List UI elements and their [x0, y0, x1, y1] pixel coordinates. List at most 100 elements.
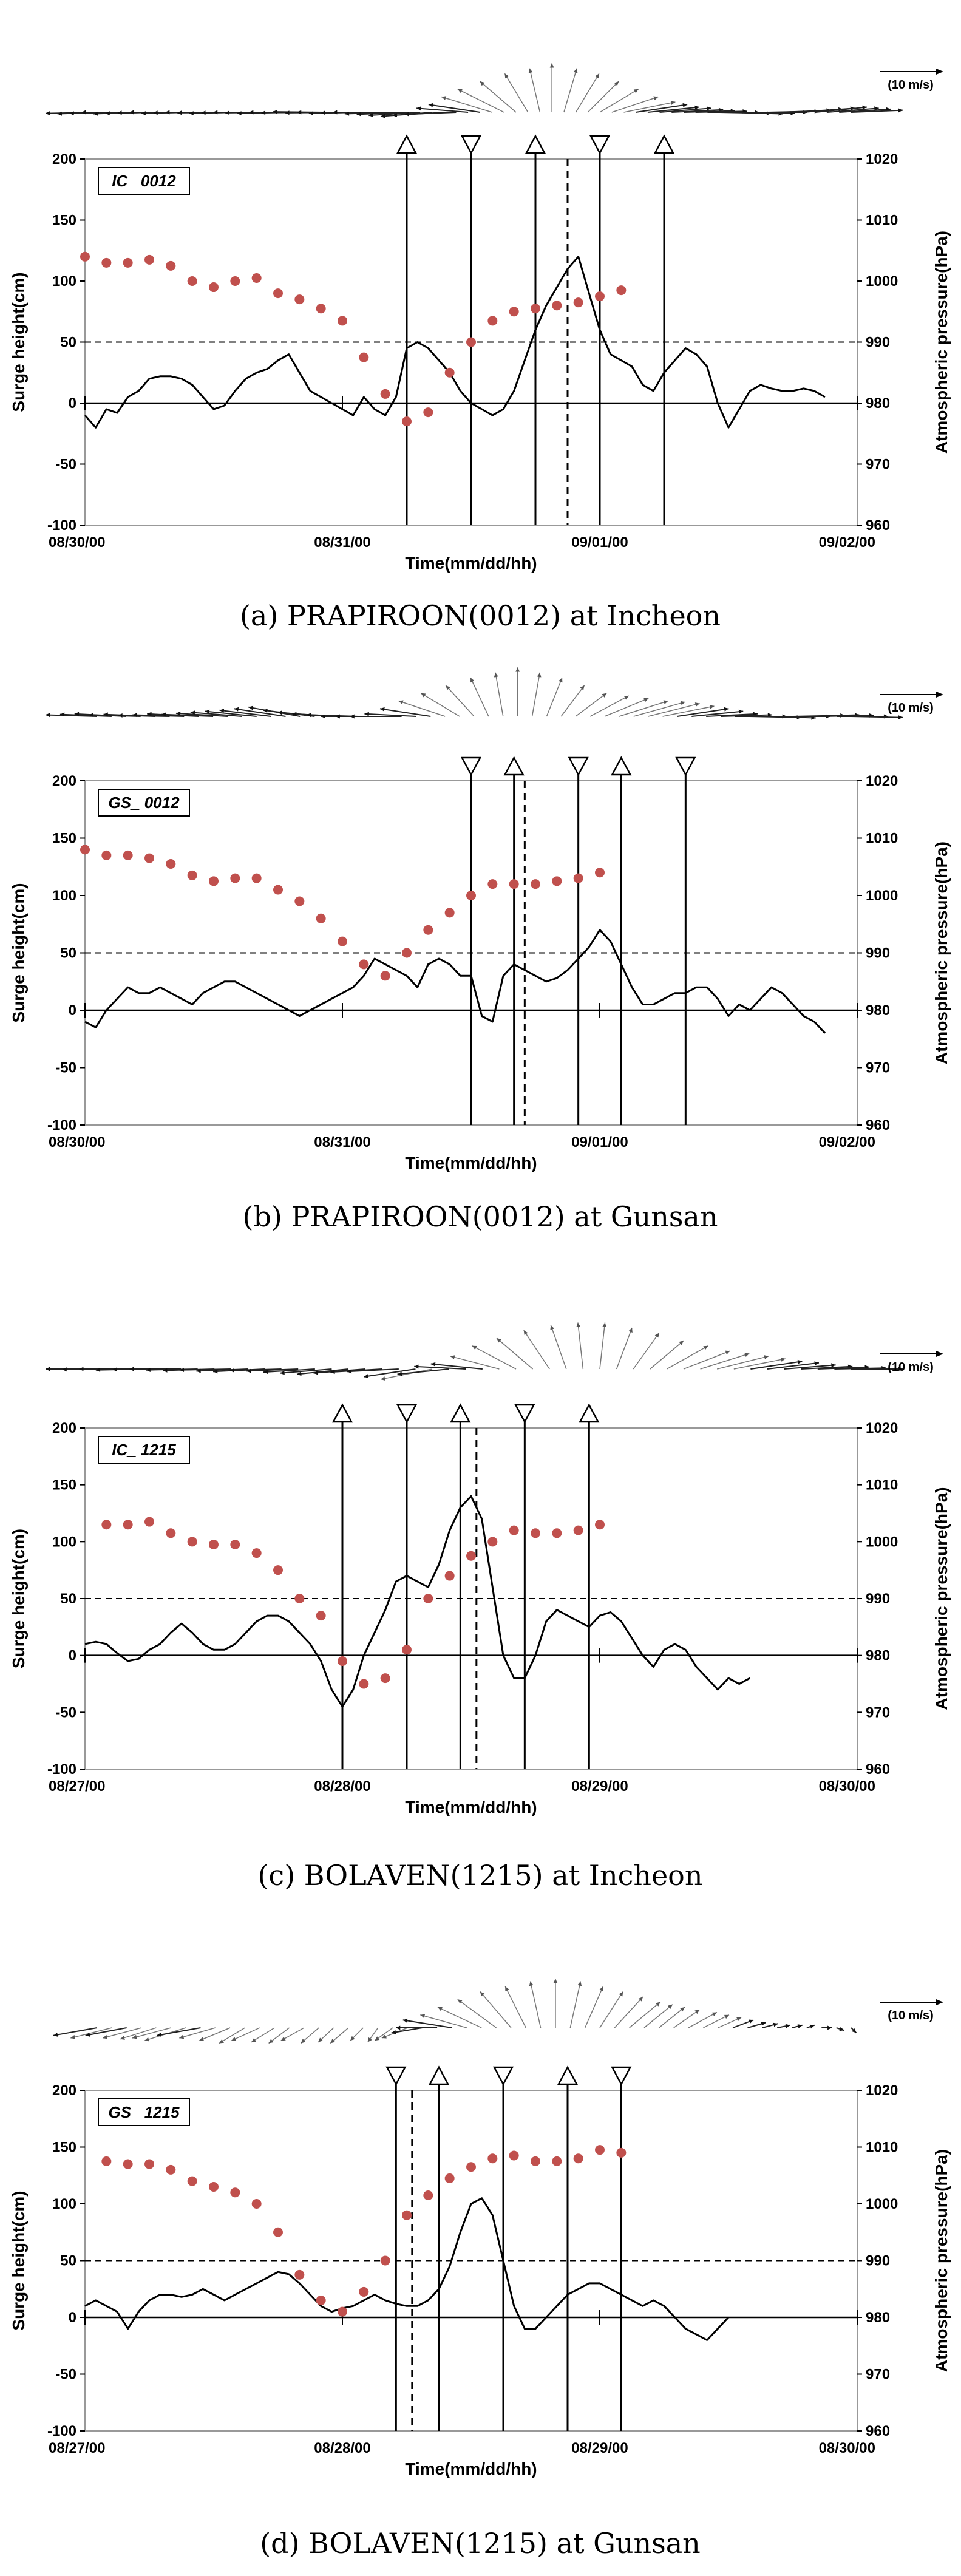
- x-tick-label: 08/27/00: [49, 1778, 105, 1795]
- pressure-point: [101, 1520, 112, 1530]
- wind-arrowhead: [165, 110, 170, 115]
- wind-arrowhead: [175, 711, 181, 716]
- wind-vector: [179, 2027, 216, 2039]
- pressure-point: [616, 2147, 627, 2158]
- down-triangle-marker: [589, 135, 611, 155]
- wind-vector: [280, 2027, 305, 2041]
- pressure-point: [402, 1645, 412, 1655]
- wind-arrowhead: [725, 1350, 730, 1355]
- pressure-point: [144, 2159, 154, 2169]
- pressure-point: [166, 1528, 176, 1538]
- y-tick-label: 0: [69, 1648, 76, 1664]
- pressure-point: [444, 367, 455, 378]
- wind-vector: [667, 1345, 708, 1370]
- wind-arrowhead: [292, 712, 297, 716]
- wind-vector: [404, 112, 457, 115]
- pressure-point: [402, 416, 412, 427]
- pressure-point: [338, 936, 347, 946]
- y-right-tick-label: 990: [866, 335, 890, 351]
- pressure-point: [166, 859, 176, 869]
- wind-arrowhead: [580, 685, 585, 690]
- wind-arrowhead: [381, 2034, 387, 2039]
- tag-label: IC_ 0012: [112, 172, 176, 190]
- y-right-axis-label: Atmospheric pressure(hPa): [932, 841, 951, 1064]
- wind-arrowhead: [504, 73, 509, 79]
- wind-vectors: [53, 1979, 857, 2044]
- wind-vector: [263, 1368, 315, 1373]
- pressure-point: [573, 873, 583, 883]
- wind-arrowhead: [670, 101, 676, 105]
- wind-vector: [647, 106, 699, 113]
- wind-vector: [398, 700, 446, 717]
- wind-vector: [523, 1330, 550, 1370]
- wind-vector: [815, 106, 867, 113]
- wind-vector: [733, 1358, 786, 1370]
- wind-arrowhead: [576, 1322, 581, 1328]
- wind-arrowhead: [680, 2007, 685, 2012]
- pressure-point: [230, 873, 240, 883]
- surge-line: [84, 1495, 751, 1708]
- wind-vector: [445, 685, 475, 717]
- wind-vectors: [46, 1322, 903, 1381]
- wind-vector: [650, 1340, 684, 1370]
- wind-arrowhead: [280, 2036, 286, 2041]
- y-right-tick-label: 970: [866, 457, 890, 473]
- wind-arrowhead: [573, 68, 578, 73]
- wind-vector: [229, 1368, 282, 1371]
- pressure-point: [316, 913, 326, 923]
- wind-vector: [420, 693, 460, 717]
- wind-arrowhead: [602, 1322, 607, 1328]
- wind-arrowhead: [839, 2027, 844, 2031]
- wind-arrowhead: [308, 111, 313, 116]
- down-triangle-marker: [611, 2066, 632, 2086]
- wind-arrowhead: [364, 712, 369, 716]
- wind-vector: [179, 1368, 231, 1371]
- y-tick-label: -100: [47, 1117, 76, 1133]
- wind-vector: [721, 714, 773, 717]
- pressure-point: [380, 2255, 390, 2266]
- down-triangle-marker: [492, 2066, 514, 2086]
- wind-arrowhead: [529, 1981, 534, 1986]
- wind-arrowhead: [251, 2038, 256, 2042]
- wind-vector: [648, 703, 700, 717]
- wind-vector: [560, 685, 585, 717]
- y-right-tick-label: 960: [866, 1117, 890, 1133]
- pressure-series: [101, 1517, 605, 1689]
- y-tick-label: 150: [52, 1477, 76, 1494]
- scale-arrowhead: [936, 692, 943, 698]
- wind-arrowhead: [350, 714, 355, 719]
- pressure-point: [101, 850, 112, 860]
- pressure-point: [616, 285, 627, 296]
- pressure-point: [509, 307, 519, 317]
- wind-vector: [671, 109, 724, 113]
- y-right-tick-label: 1000: [866, 2196, 898, 2212]
- wind-arrowhead: [260, 110, 266, 115]
- wind-arrowhead: [70, 2034, 76, 2039]
- up-triangle-marker: [557, 2065, 579, 2085]
- wind-vector: [587, 81, 619, 113]
- wind-vector: [659, 107, 711, 113]
- y-tick-label: 200: [52, 151, 76, 168]
- wind-arrowhead: [280, 1370, 285, 1375]
- panel-caption: (b) PRAPIROON(0012) at Gunsan: [243, 1200, 718, 1233]
- y-axis-label: Surge height(cm): [9, 2190, 28, 2330]
- wind-arrowhead: [450, 1355, 455, 1359]
- wind-vector: [577, 1322, 584, 1370]
- wind-arrowhead: [680, 701, 685, 705]
- wind-arrowhead: [189, 111, 194, 116]
- wind-vector: [205, 710, 257, 717]
- y-tick-label: 0: [69, 1002, 76, 1019]
- wind-vector: [827, 107, 879, 113]
- chart-panel-b: (10 m/s) -100 -50 0 50 100 150 200 960 970 980 990 1…: [9, 667, 951, 1233]
- pressure-point: [80, 845, 90, 855]
- wind-arrowhead: [623, 696, 629, 700]
- wind-arrowhead: [141, 111, 146, 116]
- wind-vector: [546, 677, 563, 717]
- wind-arrowhead: [773, 2022, 778, 2027]
- wind-vector: [430, 1363, 483, 1370]
- pressure-point: [359, 2286, 369, 2297]
- wind-vector: [767, 1362, 820, 1370]
- wind-arrowhead: [93, 111, 98, 116]
- wind-arrowhead: [749, 2019, 754, 2024]
- x-tick-label: 08/30/00: [819, 1778, 875, 1795]
